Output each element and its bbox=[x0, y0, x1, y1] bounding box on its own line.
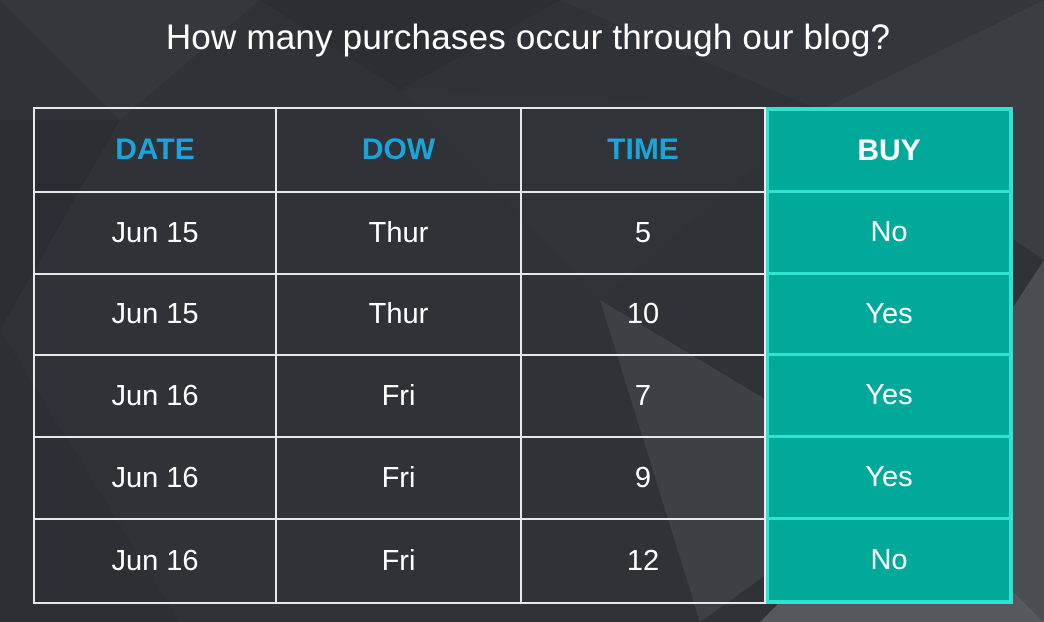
cell-dow: Fri bbox=[277, 356, 522, 438]
column-header-time: TIME bbox=[522, 107, 766, 193]
cell-dow: Fri bbox=[277, 438, 522, 520]
cell-date: Jun 16 bbox=[33, 520, 277, 604]
column-header-buy: BUY bbox=[766, 107, 1013, 193]
cell-buy: No bbox=[766, 193, 1013, 275]
cell-date: Jun 15 bbox=[33, 193, 277, 275]
cell-time: 10 bbox=[522, 275, 766, 356]
cell-dow: Fri bbox=[277, 520, 522, 604]
cell-date: Jun 16 bbox=[33, 356, 277, 438]
cell-buy: Yes bbox=[766, 275, 1013, 356]
purchases-table: DATE DOW TIME BUY Jun 15 Thur 5 No Jun 1… bbox=[33, 107, 1013, 604]
cell-time: 9 bbox=[522, 438, 766, 520]
cell-date: Jun 16 bbox=[33, 438, 277, 520]
cell-buy: Yes bbox=[766, 356, 1013, 438]
cell-buy: Yes bbox=[766, 438, 1013, 520]
column-header-dow: DOW bbox=[277, 107, 522, 193]
cell-buy: No bbox=[766, 520, 1013, 604]
cell-dow: Thur bbox=[277, 275, 522, 356]
cell-date: Jun 15 bbox=[33, 275, 277, 356]
cell-time: 7 bbox=[522, 356, 766, 438]
page-title: How many purchases occur through our blo… bbox=[165, 18, 891, 57]
cell-time: 5 bbox=[522, 193, 766, 275]
cell-time: 12 bbox=[522, 520, 766, 604]
cell-dow: Thur bbox=[277, 193, 522, 275]
column-header-date: DATE bbox=[33, 107, 277, 193]
